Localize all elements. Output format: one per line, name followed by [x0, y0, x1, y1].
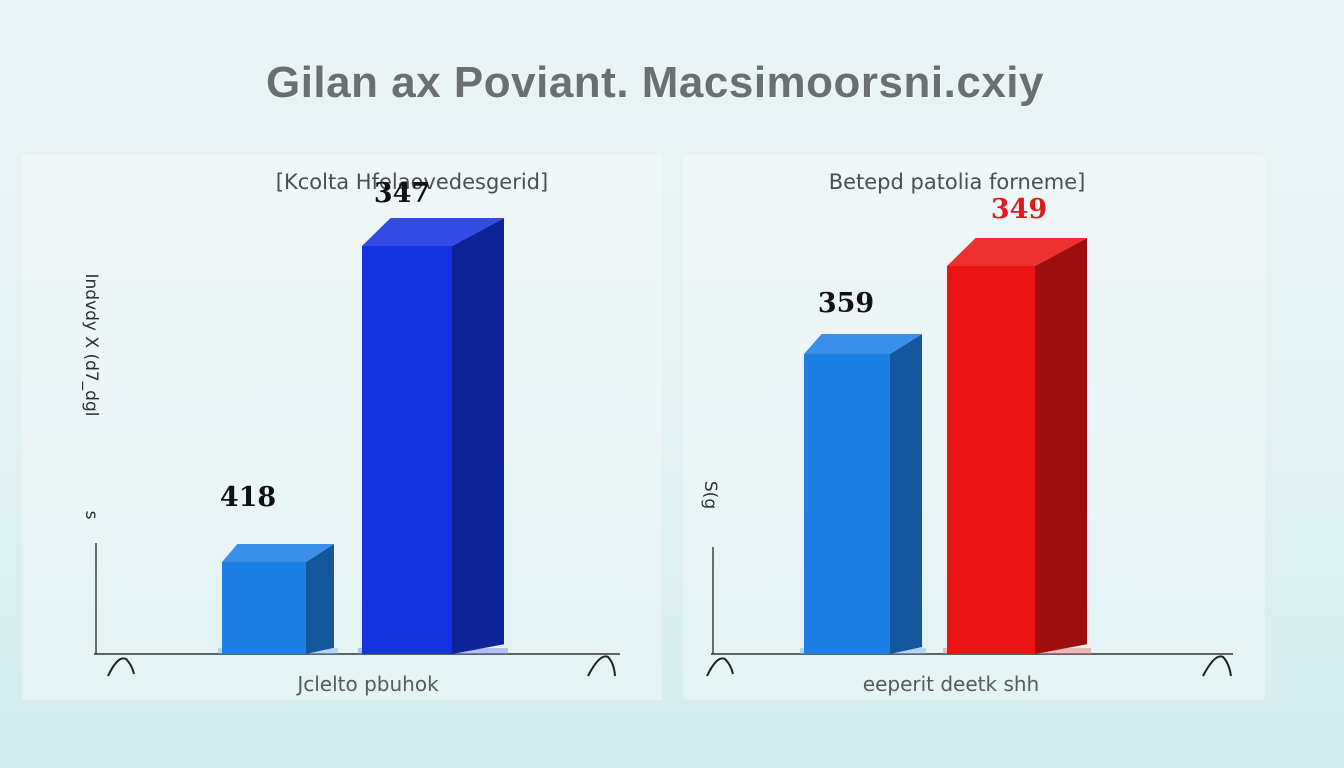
bar-side: [306, 544, 334, 654]
bar-chart-right: Betepd patolia forneme] S(g 359 349 eeper…: [700, 170, 1233, 696]
page-title: Gilan ax Poviant. Macsimoorsni.cxiy: [265, 58, 1044, 107]
axis-end-mark-left: [107, 657, 135, 677]
bar-side: [890, 334, 922, 654]
bar-top: [222, 544, 334, 562]
bar-front: [222, 562, 306, 654]
x-axis-label: eeperit deetk shh: [863, 672, 1039, 696]
bar-chart-left: [Kcolta Hfelaovedesgerid] Indvdy X (d7_d…: [81, 170, 620, 696]
axis-end-mark-right: [1202, 655, 1232, 677]
y-axis-label-secondary: s: [81, 511, 101, 520]
bar-side: [1035, 238, 1087, 654]
axis-end-mark-right: [587, 655, 616, 677]
chart-subtitle: Betepd patolia forneme]: [829, 170, 1086, 194]
bar-front: [947, 266, 1035, 654]
chart-subtitle: [Kcolta Hfelaovedesgerid]: [276, 170, 548, 194]
bar-top: [362, 218, 504, 246]
bar-front: [362, 246, 452, 654]
chart-panel-right: Betepd patolia forneme] S(g 359 349 eeper…: [683, 155, 1265, 700]
axis-end-mark-left: [706, 657, 734, 677]
x-axis-label: Jclelto pbuhok: [295, 672, 439, 696]
bar-group: 418 347: [218, 178, 508, 654]
bar-value-label: 359: [818, 288, 874, 319]
bar-value-label: 347: [374, 178, 430, 209]
bar-value-label: 349: [991, 194, 1047, 225]
bar-side: [452, 218, 504, 654]
bar-top: [947, 238, 1087, 266]
bar-top: [804, 334, 922, 354]
bar-front: [804, 354, 890, 654]
y-axis-label: Indvdy X (d7_dgl: [81, 274, 101, 417]
y-axis-label: S(g: [700, 481, 720, 509]
bar-value-label: 418: [220, 482, 276, 513]
bar-group: 359 349: [800, 194, 1091, 654]
chart-panel-left: [Kcolta Hfelaovedesgerid] Indvdy X (d7_d…: [22, 155, 662, 700]
